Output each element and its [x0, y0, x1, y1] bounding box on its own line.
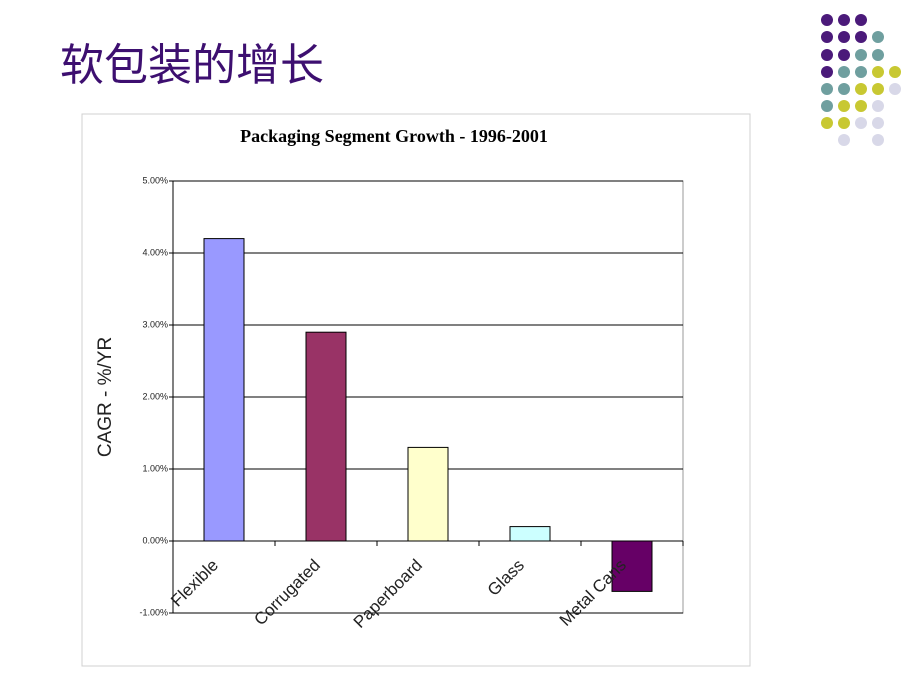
bar — [203, 238, 245, 542]
y-tick-label: 0.00% — [142, 535, 168, 545]
chart-title: Packaging Segment Growth - 1996-2001 — [240, 126, 548, 146]
bar — [305, 331, 347, 542]
bar — [611, 540, 653, 592]
y-tick-label: 2.00% — [142, 391, 168, 401]
y-tick-label: -1.00% — [139, 607, 168, 617]
y-tick-label: 1.00% — [142, 463, 168, 473]
bar — [509, 526, 551, 542]
y-axis-label: CAGR - %/YR — [95, 337, 116, 457]
bar — [407, 446, 449, 542]
y-tick-label: 3.00% — [142, 319, 168, 329]
decor-dots — [821, 14, 901, 146]
y-tick-label: 4.00% — [142, 247, 168, 257]
slide-title: 软包装的增长 — [60, 40, 324, 91]
y-tick-label: 5.00% — [142, 175, 168, 185]
